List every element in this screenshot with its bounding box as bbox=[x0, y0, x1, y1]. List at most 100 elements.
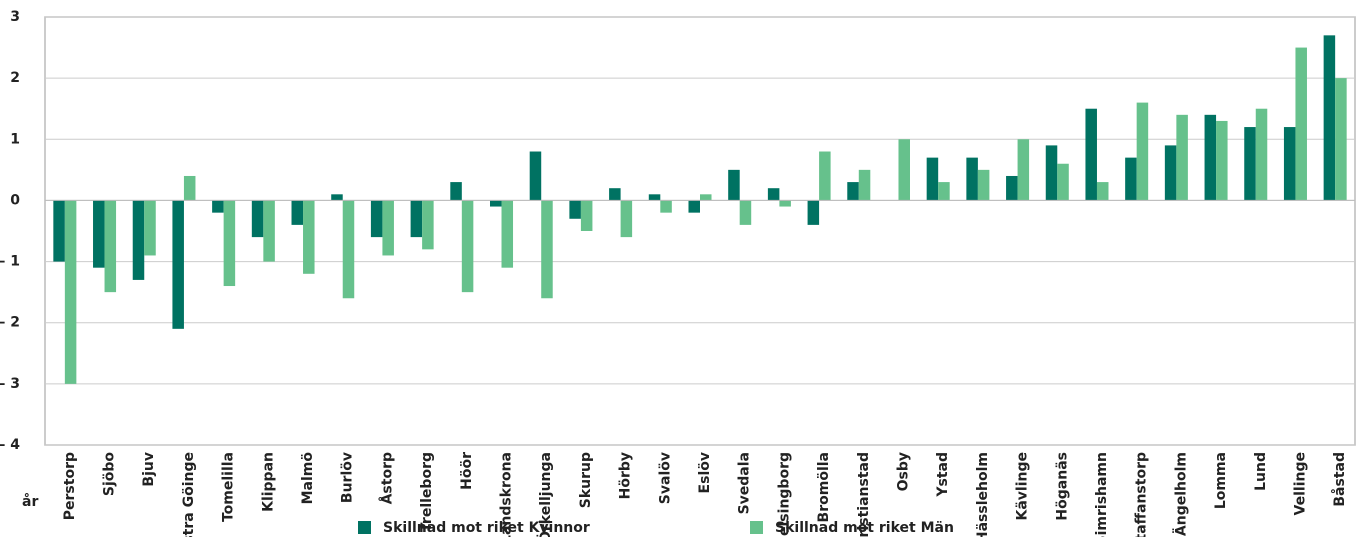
bar bbox=[767, 188, 780, 201]
bar bbox=[569, 200, 581, 219]
bar bbox=[1244, 127, 1256, 201]
x-tick-label: Lund bbox=[1253, 452, 1269, 491]
x-tick-label: Tomelilla bbox=[221, 452, 237, 522]
bar bbox=[1085, 108, 1097, 201]
bar bbox=[1057, 163, 1069, 201]
bar bbox=[501, 200, 514, 268]
bar bbox=[1295, 47, 1307, 201]
bar bbox=[926, 157, 939, 201]
bar bbox=[64, 200, 77, 384]
bar bbox=[1045, 145, 1058, 201]
bar bbox=[212, 200, 224, 213]
x-tick-label: Perstorp bbox=[62, 452, 78, 520]
bar bbox=[93, 200, 105, 268]
x-tick-label: Skurup bbox=[578, 452, 594, 508]
x-tick-label: Staffanstorp bbox=[1134, 452, 1150, 537]
bar bbox=[1125, 157, 1137, 201]
x-tick-label: Bjuv bbox=[141, 452, 157, 487]
bar bbox=[688, 200, 700, 213]
y-tick-label: 2 bbox=[10, 70, 20, 86]
bar bbox=[104, 200, 117, 293]
bar bbox=[739, 200, 752, 225]
bar bbox=[450, 182, 462, 201]
bar bbox=[422, 200, 434, 250]
bar bbox=[779, 200, 791, 207]
x-tick-label: Simrishamn bbox=[1094, 452, 1110, 537]
x-tick-label: Burlöv bbox=[340, 452, 356, 503]
bar bbox=[858, 169, 871, 201]
x-tick-label: Svalöv bbox=[657, 452, 673, 504]
y-tick-label: – 2 bbox=[0, 315, 20, 331]
x-tick-label: Svedala bbox=[737, 452, 753, 514]
legend-label: Skillnad mot riket Kvinnor bbox=[383, 520, 590, 536]
x-tick-label: Eslöv bbox=[697, 452, 713, 493]
bar bbox=[291, 200, 304, 225]
bar bbox=[251, 200, 264, 238]
x-tick-label: Lomma bbox=[1213, 452, 1229, 509]
bar bbox=[1096, 182, 1109, 201]
x-tick-label: Sjöbo bbox=[102, 452, 118, 497]
x-tick-label: Ystad bbox=[935, 452, 951, 498]
bar bbox=[1204, 114, 1217, 201]
y-tick-label: – 1 bbox=[0, 254, 20, 270]
bar bbox=[382, 200, 394, 256]
x-tick-label: Ängelholm bbox=[1172, 452, 1189, 536]
y-tick-label: – 3 bbox=[0, 376, 20, 392]
x-tick-label: Malmö bbox=[300, 452, 316, 505]
x-tick-label: Östra Göinge bbox=[179, 452, 197, 537]
bar bbox=[183, 175, 196, 201]
bar bbox=[370, 200, 383, 238]
bar bbox=[807, 200, 820, 225]
x-tick-label: Vellinge bbox=[1292, 452, 1308, 515]
bar bbox=[1017, 139, 1030, 201]
bar bbox=[1164, 145, 1177, 201]
bar bbox=[1176, 114, 1188, 201]
x-tick-label: Landskrona bbox=[499, 452, 515, 537]
bar bbox=[1323, 35, 1336, 201]
bar bbox=[541, 200, 553, 299]
bar bbox=[1216, 120, 1228, 201]
legend-label: Skillnad mot riket Män bbox=[775, 520, 954, 536]
bar bbox=[342, 200, 355, 299]
y-tick-label: 0 bbox=[10, 192, 20, 208]
x-tick-label: Åstorp bbox=[378, 452, 395, 504]
x-tick-label: Osby bbox=[895, 452, 911, 491]
bar bbox=[898, 139, 910, 201]
bar bbox=[728, 169, 740, 201]
x-tick-label: Kävlinge bbox=[1015, 452, 1031, 521]
bar bbox=[263, 200, 275, 262]
x-tick-label: Höör bbox=[459, 452, 475, 490]
bar bbox=[648, 194, 661, 201]
bar bbox=[700, 194, 712, 201]
bar bbox=[1335, 78, 1347, 201]
x-tick-label: Örkelljunga bbox=[536, 452, 554, 537]
bar bbox=[1283, 127, 1296, 201]
x-tick-label: Hässleholm bbox=[975, 452, 991, 537]
bar bbox=[303, 200, 315, 274]
bar bbox=[847, 182, 859, 201]
x-tick-label: Bromölla bbox=[816, 452, 832, 522]
bar bbox=[1255, 108, 1268, 201]
x-tick-label: Hörby bbox=[618, 452, 634, 499]
legend-swatch bbox=[750, 521, 763, 534]
plot-frame bbox=[44, 16, 1356, 446]
bar bbox=[529, 151, 542, 201]
bar bbox=[410, 200, 423, 238]
bar bbox=[977, 169, 990, 201]
x-tick-label: Helsingborg bbox=[776, 452, 792, 537]
y-tick-label: – 4 bbox=[0, 437, 20, 453]
bar bbox=[660, 200, 672, 213]
bar bbox=[620, 200, 633, 238]
x-tick-label: Trelleborg bbox=[419, 452, 435, 532]
bar bbox=[132, 200, 145, 280]
legend-swatch bbox=[358, 521, 371, 534]
y-tick-label: 1 bbox=[10, 131, 20, 147]
bar bbox=[609, 188, 621, 201]
bar bbox=[223, 200, 236, 287]
bar bbox=[1006, 175, 1018, 201]
bar bbox=[172, 200, 184, 329]
x-tick-label: Klippan bbox=[260, 452, 276, 512]
bar bbox=[490, 200, 502, 207]
bar bbox=[819, 151, 831, 201]
bar bbox=[331, 194, 343, 201]
